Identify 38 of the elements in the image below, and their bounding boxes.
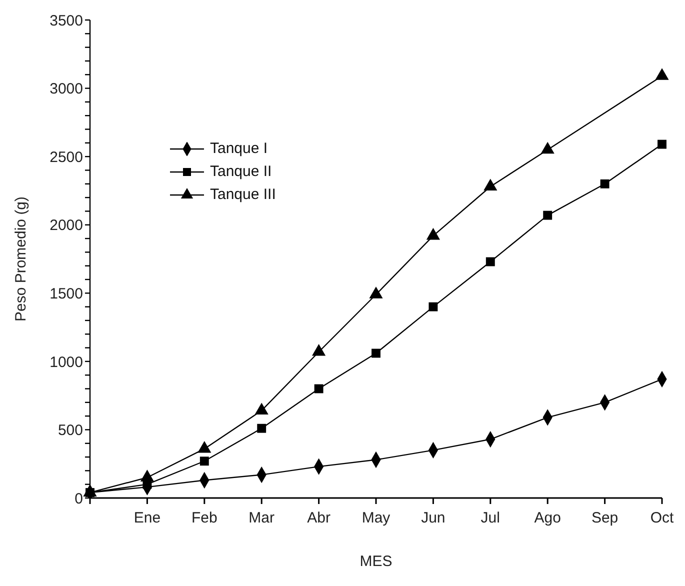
y-tick-label: 0	[74, 490, 83, 508]
point	[658, 140, 666, 149]
point	[426, 228, 440, 240]
point	[600, 179, 610, 188]
y-tick-label: 2500	[50, 148, 83, 166]
point	[312, 344, 326, 356]
y-tick-label: 1000	[50, 354, 83, 371]
point	[543, 210, 552, 220]
point	[369, 286, 383, 298]
y-tick-label: 1500	[50, 285, 83, 302]
point	[314, 384, 324, 394]
x-tick-label: Feb	[191, 510, 218, 527]
point	[484, 178, 498, 191]
point	[257, 424, 266, 433]
point	[428, 302, 438, 312]
x-tick-label: Jul	[480, 510, 500, 527]
point	[372, 348, 380, 358]
y-tick-label: 2000	[50, 217, 83, 234]
legend-label: Tanque II	[210, 163, 272, 180]
x-tick-label: May	[362, 510, 391, 527]
y-axis-title: Peso Promedio (g)	[12, 196, 30, 322]
x-tick-label: Abr	[307, 510, 330, 527]
x-tick-label: Ago	[534, 510, 561, 527]
point	[200, 456, 209, 466]
x-tick-label: Jun	[421, 510, 446, 527]
x-axis-title: MES	[360, 553, 392, 570]
legend-label: Tanque III	[210, 186, 276, 203]
x-tick-label: Ene	[134, 510, 161, 527]
x-tick-label: Mar	[248, 510, 275, 527]
x-tick-label: Sep	[591, 510, 618, 527]
point	[540, 142, 554, 154]
y-tick-label: 3500	[50, 12, 83, 30]
point	[655, 68, 669, 80]
y-tick-label: 500	[58, 422, 83, 440]
x-tick-label: Oct	[650, 510, 674, 527]
y-tick-label: 3000	[50, 80, 83, 98]
point	[486, 257, 495, 266]
legend-label: Tanque I	[210, 140, 268, 157]
